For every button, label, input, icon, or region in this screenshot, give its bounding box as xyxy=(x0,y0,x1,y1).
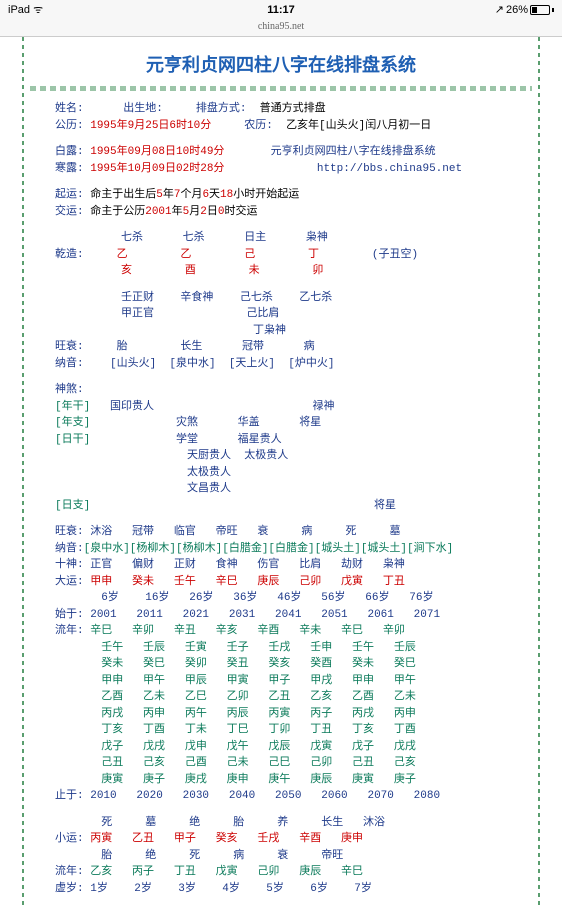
url-bar: china95.net xyxy=(0,19,562,37)
liunian2-row: 流年: 乙亥 丙子 丁丑 戊寅 己卯 庚辰 辛巳 xyxy=(55,864,507,881)
device-label: iPad ᯤ xyxy=(8,2,43,17)
content-body: 姓名: 出生地: 排盘方式: 普通方式排盘 公历: 1995年9月25日6时10… xyxy=(30,101,532,897)
ss-rigan: [日干] 学堂 福星贵人 xyxy=(55,432,507,449)
page-content: 元亨利贞网四柱八字在线排盘系统 姓名: 出生地: 排盘方式: 普通方式排盘 公历… xyxy=(0,37,562,905)
ss-rigan3: 太极贵人 xyxy=(55,465,507,482)
liunian-4: 甲申 甲午 甲辰 甲寅 甲子 甲戌 甲申 甲午 xyxy=(55,673,507,690)
jiaoyun-row: 交运: 命主于公历2001年5月2日0时交运 xyxy=(55,204,507,221)
liunian-1: 流年: 辛巳 辛卯 辛丑 辛亥 辛酉 辛未 辛巳 辛卯 xyxy=(55,623,507,640)
canggan-1: 壬正财 辛食神 己七杀 乙七杀 xyxy=(55,290,507,307)
canggan-3: 丁枭神 xyxy=(55,323,507,340)
shensha-label: 神煞: xyxy=(55,382,507,399)
shishen-row: 十神: 正官 偏财 正财 食神 伤官 比肩 劫财 枭神 xyxy=(55,557,507,574)
liunian-3: 癸未 癸巳 癸卯 癸丑 癸亥 癸酉 癸未 癸巳 xyxy=(55,656,507,673)
xusui-row: 虚岁: 1岁 2岁 3岁 4岁 5岁 6岁 7岁 xyxy=(55,881,507,898)
liunian-10: 庚寅 庚子 庚戌 庚申 庚午 庚辰 庚寅 庚子 xyxy=(55,772,507,789)
divider xyxy=(30,86,532,91)
battery-status: ↗ 26% xyxy=(495,3,554,16)
liunian-6: 丙戌 丙申 丙午 丙辰 丙寅 丙子 丙戌 丙申 xyxy=(55,706,507,723)
qiyun-row: 起运: 命主于出生后5年7个月6天18小时开始起运 xyxy=(55,187,507,204)
pillar-gan: 乾造: 乙 乙 己 丁 (子丑空) xyxy=(55,247,507,264)
ss-niangan: [年干] 国印贵人 禄神 xyxy=(55,399,507,416)
zhiyu-row: 止于: 2010 2020 2030 2040 2050 2060 2070 2… xyxy=(55,788,507,805)
liunian-2: 壬午 壬辰 壬寅 壬子 壬戌 壬申 壬午 壬辰 xyxy=(55,640,507,657)
ss-rizhi: [日支] 将星 xyxy=(55,498,507,515)
gongli-row: 公历: 1995年9月25日6时10分 农历: 乙亥年[山头火]闰八月初一日 xyxy=(55,118,507,135)
dayun-row: 大运: 甲申 癸未 壬午 辛巳 庚辰 己卯 戊寅 丁丑 xyxy=(55,574,507,591)
liunian-5: 乙酉 乙未 乙巳 乙卯 乙丑 乙亥 乙酉 乙未 xyxy=(55,689,507,706)
liunian-8: 戊子 戊戌 戊申 戊午 戊辰 戊寅 戊子 戊戌 xyxy=(55,739,507,756)
canggan-2: 甲正官 己比肩 xyxy=(55,306,507,323)
liunian-9: 己丑 己亥 己酉 己未 己巳 己卯 己丑 己亥 xyxy=(55,755,507,772)
wangshuai-row: 旺衰: 胎 长生 冠带 病 xyxy=(55,339,507,356)
liunian-7: 丁亥 丁酉 丁未 丁巳 丁卯 丁丑 丁亥 丁酉 xyxy=(55,722,507,739)
xiaoyun-row: 小运: 丙寅 乙丑 甲子 癸亥 壬戌 辛酉 庚申 xyxy=(55,831,507,848)
page-title: 元亨利贞网四柱八字在线排盘系统 xyxy=(30,45,532,83)
xiaoyun-ws2: 胎 绝 死 病 衰 帝旺 xyxy=(55,848,507,865)
status-time: 11:17 xyxy=(267,4,295,16)
ss-rigan2: 天厨贵人 太极贵人 xyxy=(55,448,507,465)
shiyu-row: 始于: 2001 2011 2021 2031 2041 2051 2061 2… xyxy=(55,607,507,624)
border-left xyxy=(22,37,24,905)
hanlu-row: 寒露: 1995年10月09日02时28分 http://bbs.china95… xyxy=(55,161,507,178)
pillar-header: 七杀 七杀 日主 枭神 xyxy=(55,230,507,247)
dayun-age: 6岁 16岁 26岁 36岁 46岁 56岁 66岁 76岁 xyxy=(55,590,507,607)
border-right xyxy=(538,37,540,905)
basic-row: 姓名: 出生地: 排盘方式: 普通方式排盘 xyxy=(55,101,507,118)
status-bar: iPad ᯤ 11:17 ↗ 26% xyxy=(0,0,562,19)
bailu-row: 白露: 1995年09月08日10时49分 元亨利贞网四柱八字在线排盘系统 xyxy=(55,144,507,161)
ss-nianzhi: [年支] 灾煞 华盖 将星 xyxy=(55,415,507,432)
pillar-zhi: 亥 酉 未 卯 xyxy=(55,263,507,280)
ss-rigan4: 文昌贵人 xyxy=(55,481,507,498)
xiaoyun-ws: 死 墓 绝 胎 养 长生 沐浴 xyxy=(55,815,507,832)
nayin-row: 纳音: [山头火] [泉中水] [天上火] [炉中火] xyxy=(55,356,507,373)
wangshuai2: 旺衰: 沐浴 冠带 临官 帝旺 衰 病 死 墓 xyxy=(55,524,507,541)
nayin2: 纳音:[泉中水][杨柳木][杨柳木][白腊金][白腊金][城头土][城头土][涧… xyxy=(55,541,507,558)
